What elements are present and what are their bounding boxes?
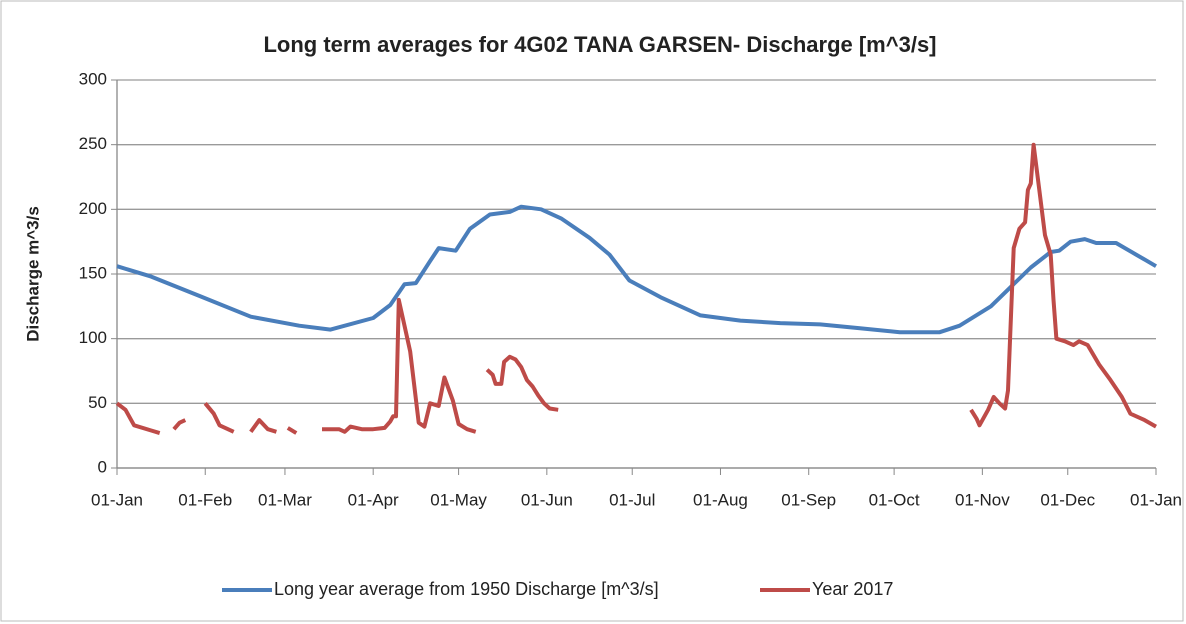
y-tick-label: 150 <box>79 263 107 282</box>
y-tick-label: 50 <box>88 393 107 412</box>
y-tick-label: 100 <box>79 328 107 347</box>
x-tick-label: 01-Mar <box>258 490 312 509</box>
x-tick-label: 01-Sep <box>781 490 836 509</box>
chart-title: Long term averages for 4G02 TANA GARSEN-… <box>263 32 936 57</box>
y-tick-label: 250 <box>79 134 107 153</box>
x-tick-label: 01-Nov <box>955 490 1010 509</box>
series-line <box>116 204 1158 335</box>
y-tick-label: 200 <box>79 199 107 218</box>
x-tick-label: 01-Jun <box>521 490 573 509</box>
x-tick-label: 01-Apr <box>348 490 399 509</box>
x-tick-label: 01-May <box>430 490 487 509</box>
series-line <box>115 142 1157 436</box>
legend-label: Long year average from 1950 Discharge [m… <box>274 579 659 599</box>
x-tick-label: 01-Oct <box>869 490 920 509</box>
y-axis-label: Discharge m^3/s <box>23 206 42 342</box>
x-tick-label: 01-Jan <box>1130 490 1182 509</box>
x-tick-label: 01-Jul <box>609 490 655 509</box>
x-tick-label: 01-Aug <box>693 490 748 509</box>
legend-label: Year 2017 <box>812 579 893 599</box>
x-tick-label: 01-Jan <box>91 490 143 509</box>
x-tick-label: 01-Dec <box>1040 490 1095 509</box>
y-tick-label: 300 <box>79 69 107 88</box>
x-tick-label: 01-Feb <box>178 490 232 509</box>
y-tick-label: 0 <box>98 457 107 476</box>
